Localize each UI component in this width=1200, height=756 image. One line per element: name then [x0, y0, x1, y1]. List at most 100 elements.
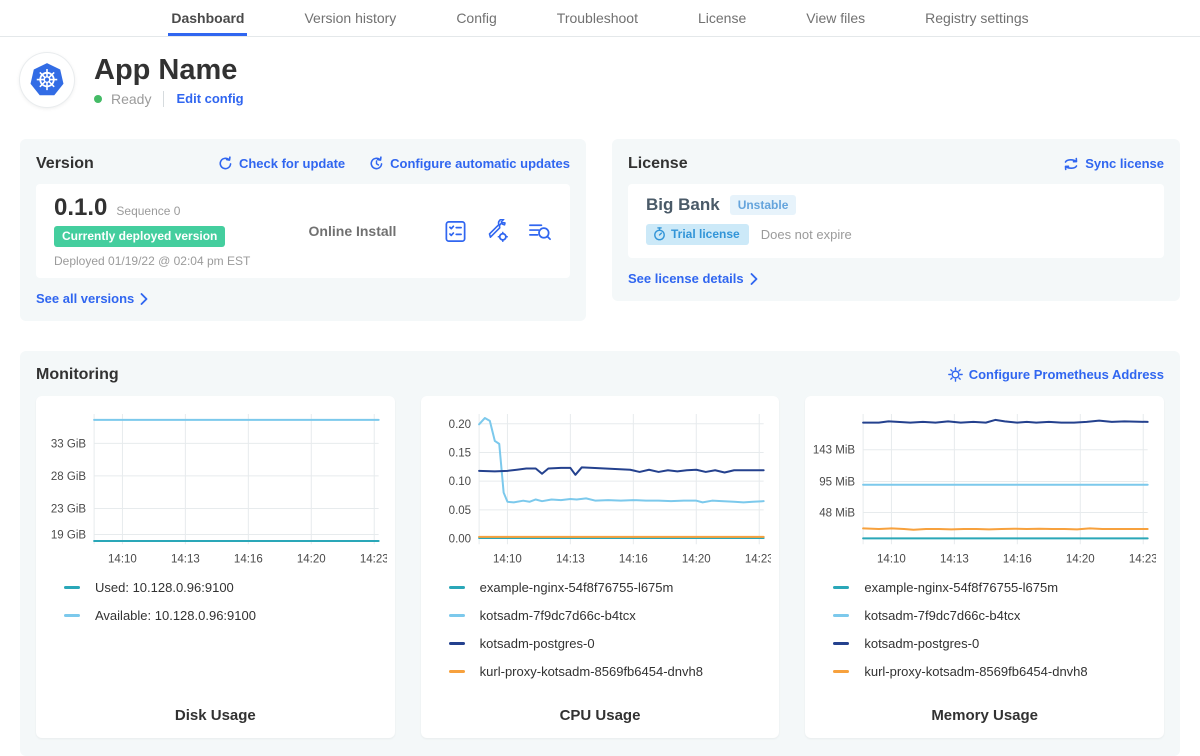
cpu-usage-title: CPU Usage	[429, 693, 772, 724]
license-type-badge: Trial license	[646, 224, 749, 245]
sequence-label: Sequence 0	[116, 204, 180, 218]
svg-text:14:13: 14:13	[940, 553, 969, 565]
deployed-timestamp: Deployed 01/19/22 @ 02:04 pm EST	[54, 254, 262, 268]
legend-swatch	[64, 586, 80, 589]
legend-item: kotsadm-7f9dc7d66c-b4tcx	[833, 608, 1156, 623]
legend-label: kurl-proxy-kotsadm-8569fb6454-dnvh8	[480, 664, 703, 679]
license-card: License Sync license Big Bank Unstable	[612, 139, 1180, 301]
version-card: Version Check for update	[20, 139, 586, 321]
svg-text:14:16: 14:16	[619, 553, 648, 565]
version-card-title: Version	[36, 155, 94, 173]
legend-item: kurl-proxy-kotsadm-8569fb6454-dnvh8	[449, 664, 772, 679]
tab-view-files[interactable]: View files	[803, 0, 868, 36]
tab-version-history[interactable]: Version history	[301, 0, 399, 36]
svg-text:48 MiB: 48 MiB	[820, 508, 856, 520]
legend-label: kotsadm-postgres-0	[480, 636, 595, 651]
cpu-usage-chart-card: 0.00 0.05 0.10 0.15 0.20 14:10 14:13 14:16 14:20…	[421, 396, 780, 738]
memory-usage-legend: example-nginx-54f8f76755-l675m kotsadm-7f…	[833, 580, 1156, 679]
svg-text:33 GiB: 33 GiB	[51, 438, 87, 450]
stopwatch-icon	[653, 227, 666, 241]
svg-text:14:10: 14:10	[108, 553, 137, 565]
chevron-right-icon	[140, 293, 148, 305]
legend-item: example-nginx-54f8f76755-l675m	[449, 580, 772, 595]
sync-license-button[interactable]: Sync license	[1063, 156, 1164, 171]
legend-item: Available: 10.128.0.96:9100	[64, 608, 387, 623]
legend-swatch	[833, 670, 849, 673]
legend-item: kotsadm-postgres-0	[833, 636, 1156, 651]
svg-text:14:20: 14:20	[1066, 553, 1095, 565]
monitoring-section: Monitoring Configure Prometheus Address …	[20, 351, 1180, 756]
deployed-version-badge: Currently deployed version	[54, 226, 225, 247]
tab-license[interactable]: License	[695, 0, 749, 36]
svg-text:0.20: 0.20	[448, 419, 470, 431]
top-nav: Dashboard Version history Config Troublesho…	[0, 0, 1200, 37]
legend-swatch	[64, 614, 80, 617]
deploy-logs-icon[interactable]	[527, 219, 552, 244]
tab-registry-settings[interactable]: Registry settings	[922, 0, 1031, 36]
svg-text:14:23: 14:23	[360, 553, 387, 565]
tab-config[interactable]: Config	[453, 0, 499, 36]
channel-badge: Unstable	[730, 195, 797, 215]
legend-item: example-nginx-54f8f76755-l675m	[833, 580, 1156, 595]
disk-usage-chart-card: 19 GiB 23 GiB 28 GiB 33 GiB 14:10 14:13 14:16 1…	[36, 396, 395, 738]
svg-text:23 GiB: 23 GiB	[51, 503, 87, 515]
configure-automatic-updates-button[interactable]: Configure automatic updates	[369, 156, 570, 171]
configure-prometheus-button[interactable]: Configure Prometheus Address	[948, 367, 1164, 382]
legend-swatch	[449, 670, 465, 673]
legend-swatch	[833, 642, 849, 645]
legend-label: Used: 10.128.0.96:9100	[95, 580, 234, 595]
svg-text:14:16: 14:16	[1003, 553, 1032, 565]
legend-item: kurl-proxy-kotsadm-8569fb6454-dnvh8	[833, 664, 1156, 679]
legend-swatch	[449, 614, 465, 617]
svg-text:28 GiB: 28 GiB	[51, 471, 87, 483]
sync-icon	[1063, 157, 1079, 171]
legend-swatch	[449, 586, 465, 589]
svg-text:14:20: 14:20	[682, 553, 711, 565]
svg-text:95 MiB: 95 MiB	[820, 476, 856, 488]
gear-icon	[948, 367, 963, 382]
divider	[163, 91, 164, 107]
status-text: Ready	[111, 91, 151, 107]
svg-text:14:16: 14:16	[234, 553, 263, 565]
svg-text:14:13: 14:13	[556, 553, 585, 565]
legend-label: kotsadm-7f9dc7d66c-b4tcx	[480, 608, 636, 623]
check-for-update-button[interactable]: Check for update	[218, 156, 345, 171]
legend-label: example-nginx-54f8f76755-l675m	[864, 580, 1058, 595]
svg-text:19 GiB: 19 GiB	[51, 530, 87, 542]
schedule-update-icon	[369, 156, 384, 171]
current-version-box: 0.1.0 Sequence 0 Currently deployed vers…	[36, 184, 570, 278]
tab-troubleshoot[interactable]: Troubleshoot	[554, 0, 641, 36]
tab-dashboard[interactable]: Dashboard	[168, 0, 247, 36]
chart-plot: 48 MiB95 MiB143 MiB14:1014:1314:1614:201…	[813, 406, 1156, 570]
customer-name: Big Bank	[646, 195, 720, 215]
legend-label: example-nginx-54f8f76755-l675m	[480, 580, 674, 595]
legend-swatch	[449, 642, 465, 645]
edit-config-icon[interactable]	[485, 219, 510, 244]
svg-text:0.10: 0.10	[448, 476, 470, 488]
version-number: 0.1.0	[54, 194, 107, 221]
disk-usage-chart: 19 GiB 23 GiB 28 GiB 33 GiB 14:10 14:13 14:16 1…	[44, 406, 387, 570]
svg-text:0.05: 0.05	[448, 505, 470, 517]
status-dot	[94, 95, 102, 103]
kubernetes-icon	[28, 61, 66, 99]
memory-usage-chart-card: 48 MiB95 MiB143 MiB14:1014:1314:1614:201…	[805, 396, 1164, 738]
expiry-text: Does not expire	[761, 227, 852, 242]
see-license-details-link[interactable]: See license details	[628, 271, 758, 286]
svg-text:14:10: 14:10	[493, 553, 522, 565]
see-all-versions-link[interactable]: See all versions	[36, 291, 148, 306]
edit-config-link[interactable]: Edit config	[176, 91, 243, 106]
disk-usage-title: Disk Usage	[44, 693, 387, 724]
svg-text:0.15: 0.15	[448, 447, 470, 459]
svg-text:0.00: 0.00	[448, 534, 470, 546]
license-card-title: License	[628, 155, 688, 173]
svg-text:143 MiB: 143 MiB	[813, 445, 855, 457]
svg-text:14:10: 14:10	[877, 553, 906, 565]
legend-item: kotsadm-postgres-0	[449, 636, 772, 651]
cpu-usage-legend: example-nginx-54f8f76755-l675m kotsadm-7f…	[449, 580, 772, 679]
preflight-checks-icon[interactable]	[443, 219, 468, 244]
legend-item: kotsadm-7f9dc7d66c-b4tcx	[449, 608, 772, 623]
legend-swatch	[833, 586, 849, 589]
svg-text:14:13: 14:13	[171, 553, 200, 565]
cpu-usage-chart: 0.00 0.05 0.10 0.15 0.20 14:10 14:13 14:16 14:20…	[429, 406, 772, 570]
chevron-right-icon	[750, 273, 758, 285]
